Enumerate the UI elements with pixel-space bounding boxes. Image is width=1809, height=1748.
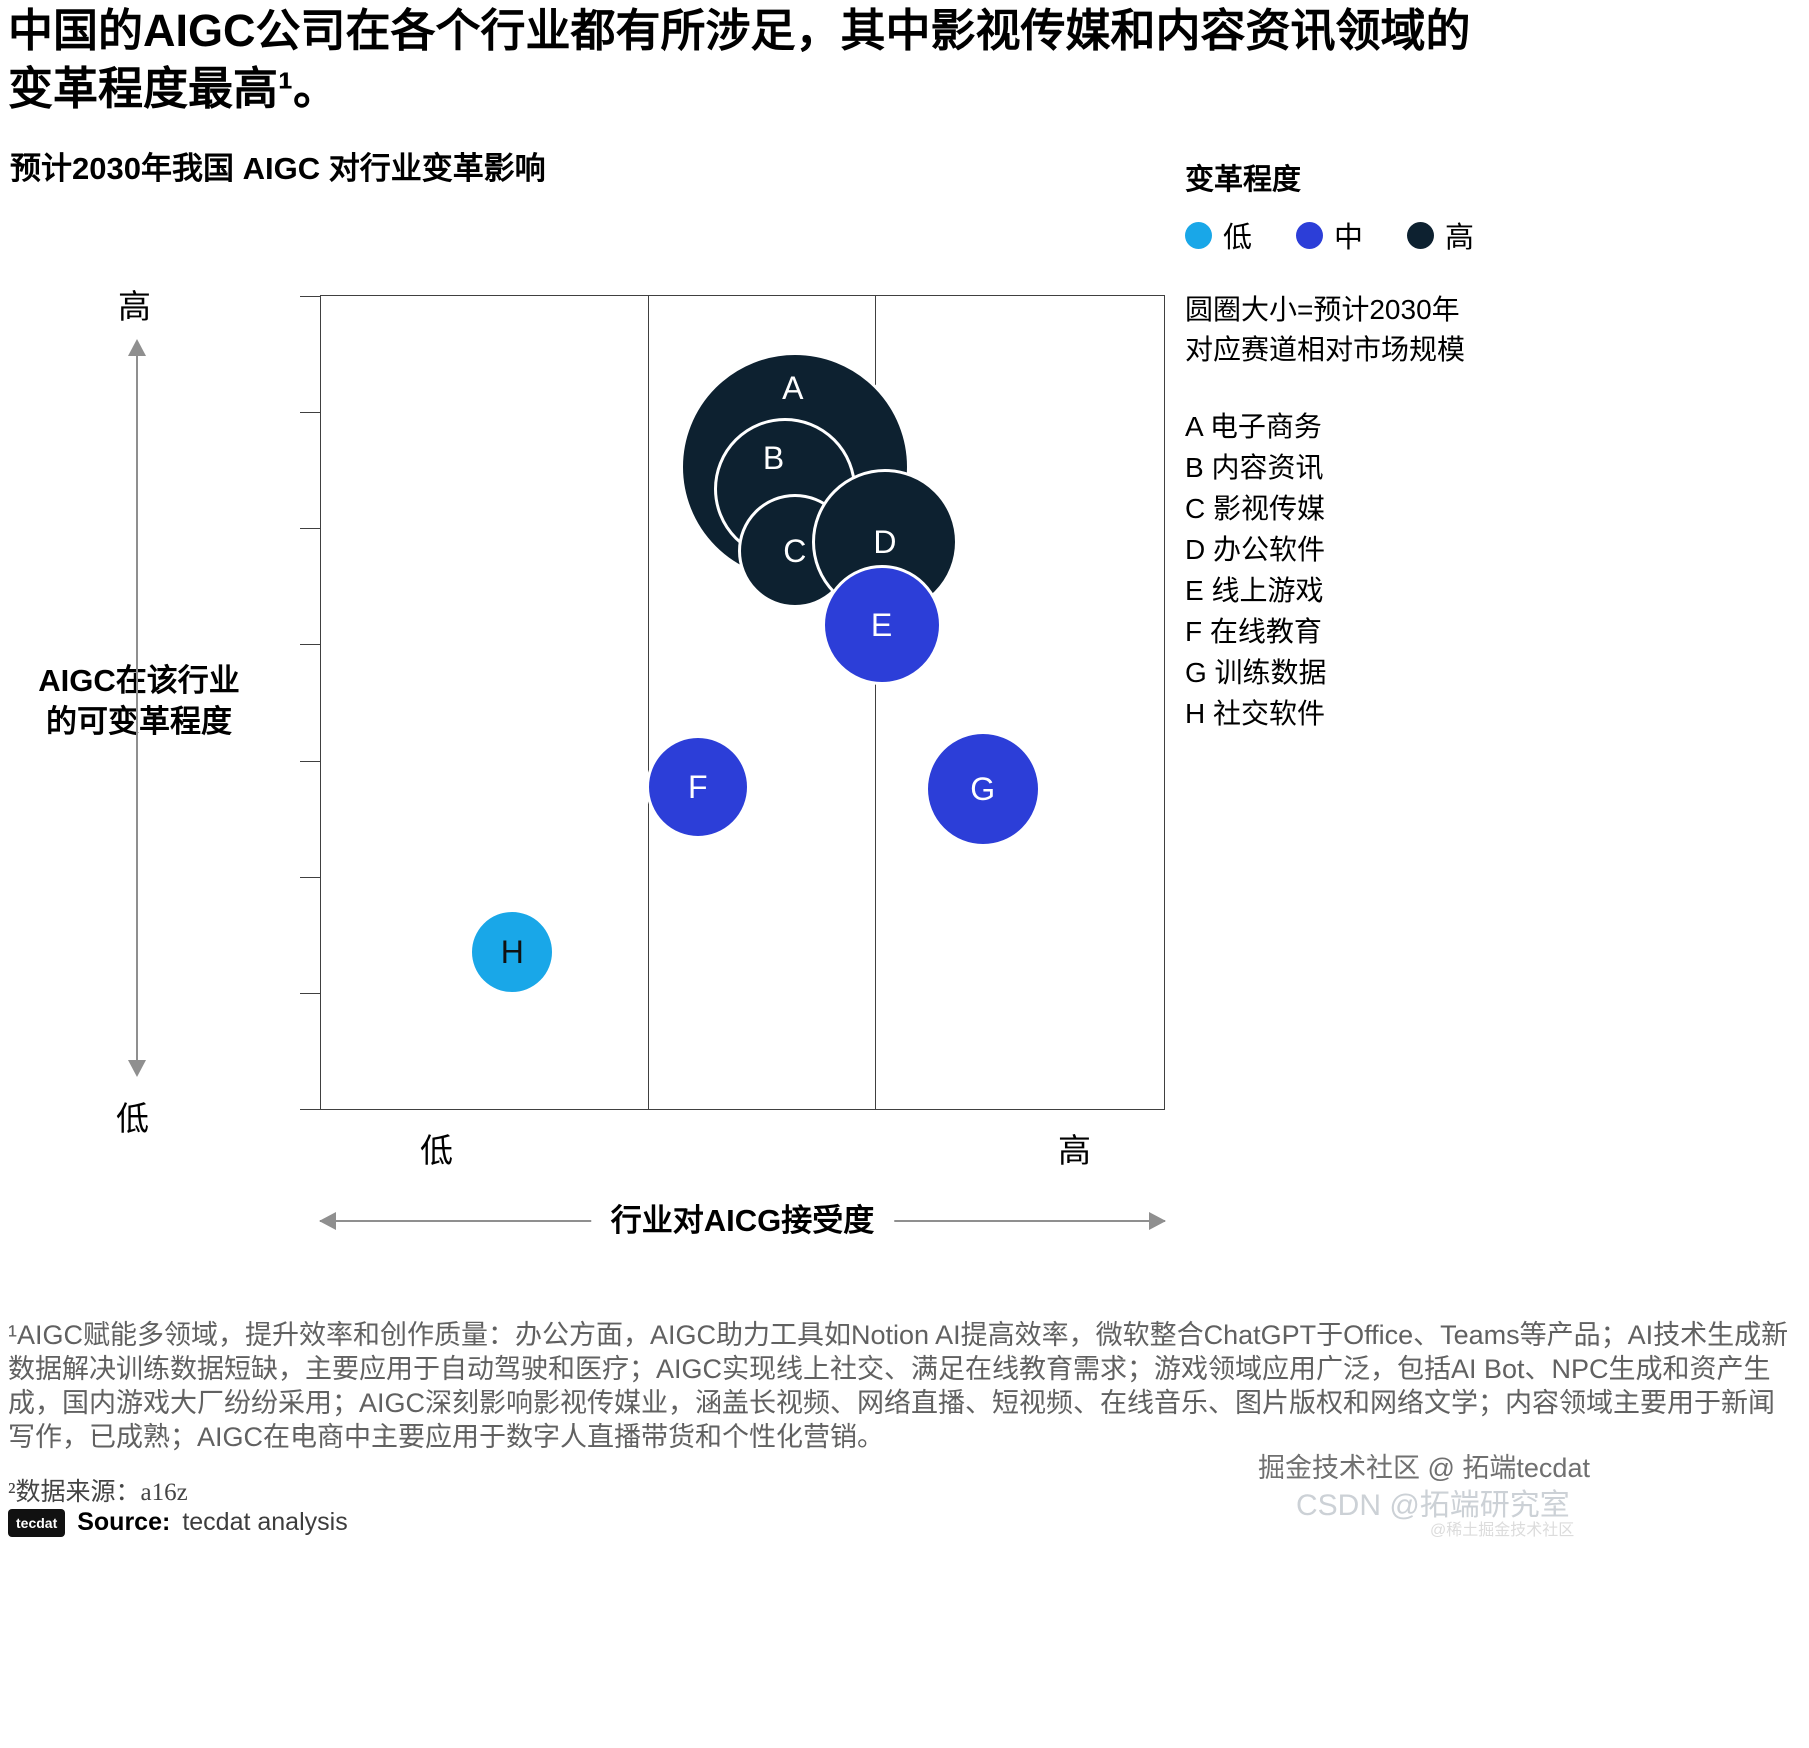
y-tick [300, 528, 321, 530]
y-tick [300, 644, 321, 646]
y-axis-arrow [128, 339, 146, 1077]
bubble-label-C: C [783, 532, 807, 569]
y-tick [300, 412, 321, 414]
y-tick [300, 1109, 321, 1110]
source-value: tecdat analysis [182, 1508, 348, 1536]
footnote-2: ²数据来源：a16z [8, 1479, 188, 1506]
y-tick [300, 296, 321, 297]
y-tick [300, 992, 321, 994]
bubble-label-D: D [873, 523, 897, 560]
y-tick [300, 760, 321, 762]
chart-title: 预计2030年我国 AIGC 对行业变革影响 [10, 151, 546, 186]
bubble-size-note: 圆圈大小=预计2030年 对应赛道相对市场规模 [1185, 294, 1466, 365]
bubble-H: H [469, 909, 556, 996]
industry-D: D 办公软件 [1185, 534, 1326, 565]
y-axis-title: AIGC在该行业 的可变革程度 [38, 663, 240, 739]
industry-C: C 影视传媒 [1185, 493, 1326, 524]
gridline-vertical-1 [648, 296, 650, 1109]
watermark-small: @稀土掘金技术社区 [1430, 1522, 1575, 1539]
y-axis-low-label: 低 [116, 1102, 149, 1138]
gridline-vertical-2 [874, 296, 876, 1109]
bubble-label-H: H [500, 933, 524, 970]
bubble-label-F: F [688, 768, 708, 805]
x-axis-low-label: 低 [420, 1134, 453, 1170]
industry-legend: A 电子商务 B 内容资讯 C 影视传媒 D 办公软件 E 线上游戏 F 在线教育 G 训练… [1185, 406, 1327, 734]
legend-dot [1185, 221, 1212, 249]
legend-item-高: 高 [1407, 214, 1474, 256]
x-axis-title: 行业对AICG接受度 [590, 1198, 895, 1244]
y-tick [300, 876, 321, 878]
watermark-juejin: 掘金技术社区 @ 拓端tecdat [1258, 1453, 1590, 1483]
bubble-G: G [924, 731, 1041, 848]
footnote-1: ¹AIGC赋能多领域，提升效率和创作质量：办公方面，AIGC助力工具如Notio… [8, 1320, 1789, 1452]
industry-H: H 社交软件 [1185, 698, 1326, 729]
y-axis-high-label: 高 [118, 290, 151, 326]
page-title-line2: 变革程度最高¹。 [8, 63, 338, 114]
industry-B: B 内容资讯 [1185, 452, 1324, 483]
tecdat-logo: tecdat [8, 1508, 66, 1537]
legend-dot [1407, 221, 1435, 249]
page-title-line1: 中国的AIGC公司在各个行业都有所涉足，其中影视传媒和内容资讯领域的 [8, 5, 1471, 56]
bubble-label-E: E [870, 606, 893, 643]
y-axis-ticks [300, 296, 1164, 1110]
legend-dot [1296, 221, 1324, 249]
industry-A: A 电子商务 [1185, 411, 1322, 442]
bubble-F: F [645, 735, 750, 840]
legend: 变革程度 低 中 高 [1185, 156, 1474, 256]
legend-item-中: 中 [1296, 214, 1363, 256]
legend-items: 低中高 [1185, 214, 1474, 256]
legend-title: 变革程度 [1185, 164, 1302, 196]
bubble-E: E [821, 565, 942, 686]
industry-E: E 线上游戏 [1185, 575, 1324, 606]
industry-G: G 训练数据 [1185, 657, 1327, 688]
industry-F: F 在线教育 [1185, 616, 1322, 647]
legend-label: 高 [1445, 222, 1475, 254]
bubble-label-A: A [782, 370, 804, 407]
bubble-label-G: G [970, 770, 996, 807]
x-axis-high-label: 高 [1058, 1134, 1091, 1170]
legend-label: 中 [1334, 222, 1364, 254]
watermark-csdn: CSDN @拓端研究室 [1296, 1489, 1570, 1522]
bubble-label-B: B [762, 439, 785, 476]
legend-item-低: 低 [1185, 214, 1252, 256]
legend-label: 低 [1223, 222, 1253, 254]
x-axis-arrow: 行业对AICG接受度 [319, 1198, 1166, 1244]
source-row: tecdat Source: tecdat analysis [8, 1508, 348, 1537]
source-label: Source: [77, 1508, 171, 1536]
page-title: 中国的AIGC公司在各个行业都有所涉足，其中影视传媒和内容资讯领域的 变革程度最高… [8, 2, 1471, 118]
